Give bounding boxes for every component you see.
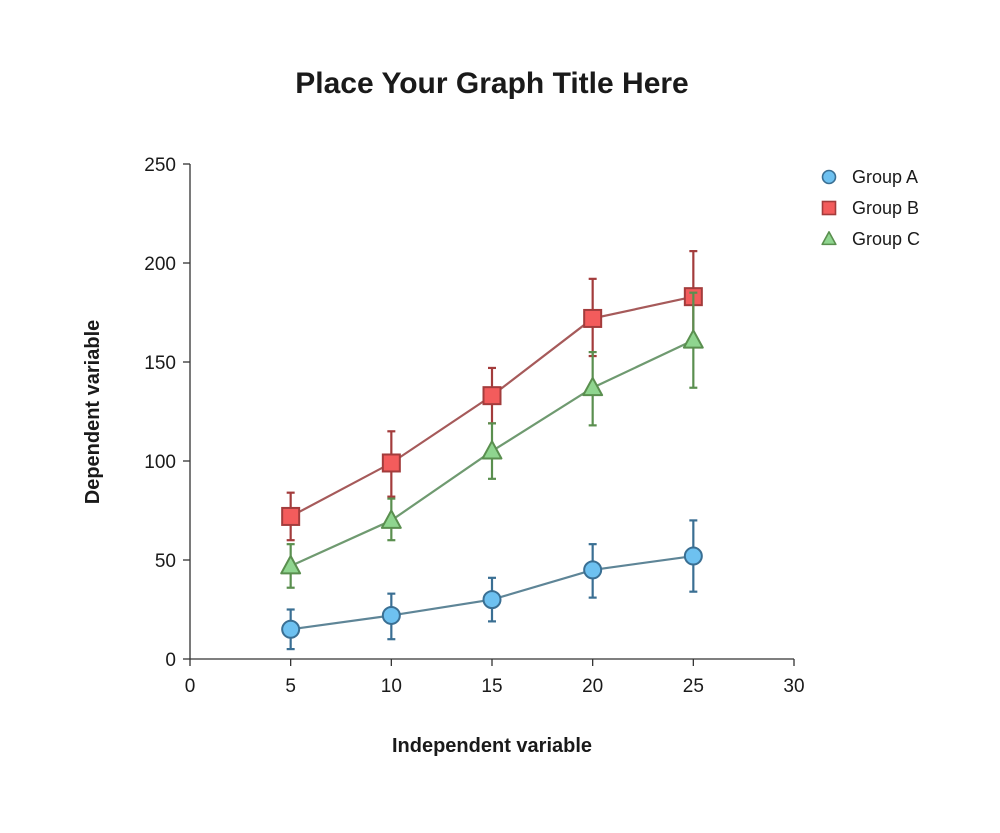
x-axis-label: Independent variable [392, 735, 592, 757]
x-tick-label: 20 [582, 676, 603, 697]
data-point [683, 546, 703, 566]
y-tick-label: 100 [144, 452, 176, 473]
data-point [481, 440, 503, 460]
x-tick-label: 25 [683, 676, 704, 697]
legend: Group A Group B Group C [821, 167, 920, 249]
data-point [381, 453, 401, 473]
data-point [281, 506, 301, 526]
x-tick-label: 30 [783, 676, 804, 697]
x-tick-label: 0 [185, 676, 196, 697]
data-point [482, 386, 502, 406]
data-point [380, 509, 402, 529]
y-axis-label: Dependent variable [82, 320, 104, 505]
data-point [482, 590, 502, 610]
y-tick-label: 0 [165, 650, 176, 671]
legend-marker [821, 200, 837, 216]
data-point [381, 605, 401, 625]
axes: 0 5 10 15 20 25 30 0 50 100 150 200 250 [144, 155, 804, 697]
legend-label: Group B [852, 198, 919, 218]
legend-marker [821, 169, 837, 185]
data-point [583, 308, 603, 328]
legend-label: Group A [852, 167, 918, 187]
y-tick-label: 200 [144, 254, 176, 275]
chart-title: Place Your Graph Title Here [295, 67, 689, 100]
legend-item: Group B [821, 198, 919, 218]
x-tick-label: 5 [285, 676, 296, 697]
data-point [280, 555, 302, 575]
legend-item: Group C [821, 229, 920, 249]
y-tick-label: 250 [144, 155, 176, 176]
series-group-c [280, 291, 704, 589]
legend-label: Group C [852, 229, 920, 249]
data-point [682, 329, 704, 349]
x-tick-label: 15 [481, 676, 502, 697]
legend-marker [821, 231, 837, 246]
y-tick-label: 50 [155, 551, 176, 572]
y-tick-label: 150 [144, 353, 176, 374]
legend-item: Group A [821, 167, 918, 187]
series-layer [280, 250, 704, 651]
data-point [582, 376, 604, 397]
data-point [583, 560, 603, 580]
x-tick-label: 10 [381, 676, 402, 697]
series-group-a [281, 519, 703, 651]
data-point [281, 619, 301, 639]
series-group-b [281, 250, 703, 542]
